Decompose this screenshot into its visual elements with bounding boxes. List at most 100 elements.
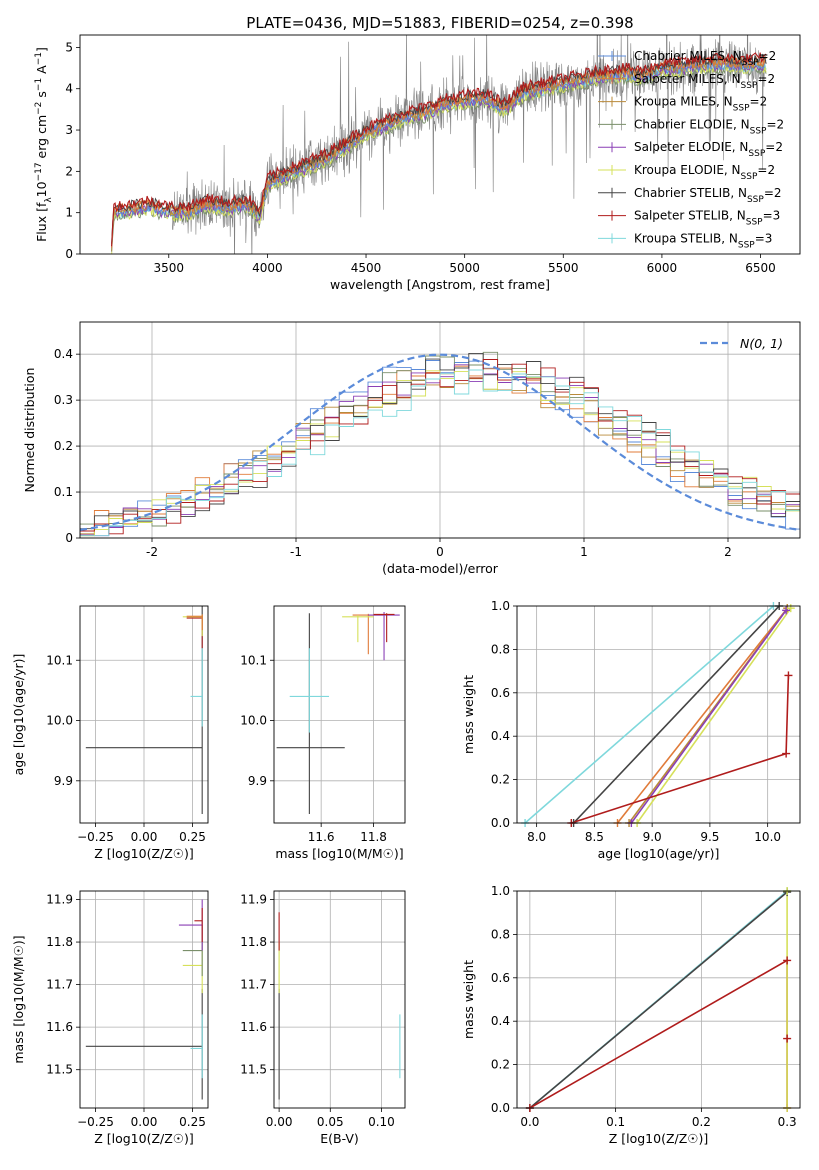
x-tick-label: 0.10	[368, 1115, 395, 1129]
x-tick-label: −0.25	[77, 1115, 114, 1129]
y-tick-label: 9.9	[248, 774, 267, 788]
histogram-chabrier-stelib	[80, 352, 800, 530]
axes-frame	[273, 605, 406, 824]
legend-entry: Kroupa ELODIE, NSSP=2	[634, 163, 775, 182]
legend-sub: SSP	[741, 81, 758, 91]
chart-title: PLATE=0436, MJD=51883, FIBERID=0254, z=0…	[246, 14, 633, 32]
x-tick-label: 1	[580, 545, 588, 559]
x-axis-label: wavelength [Angstrom, rest frame]	[330, 277, 550, 292]
x-tick-label: 0.00	[131, 1115, 158, 1129]
x-tick-label: 9.0	[643, 830, 662, 844]
x-axis-label: E(B-V)	[320, 1131, 359, 1146]
panel-residuals: -2 -1 0 1 2 0 0.1 0.2 0.3 0.4 (data-model)/error No…	[22, 321, 801, 576]
normal-curve	[80, 353, 800, 531]
x-tick-label: 0.3	[778, 1115, 797, 1129]
y-tick-label: 1	[65, 206, 73, 220]
x-tick-label: 0.25	[179, 1115, 206, 1129]
y-tick-label: 0	[65, 531, 73, 545]
y-tick-label: 9.9	[54, 774, 73, 788]
legend-entry: N(0, 1)	[740, 336, 783, 351]
legend-n: =2	[764, 186, 782, 200]
y-tick-label: 2	[65, 164, 73, 178]
legend-name: Chabrier MILES, N	[634, 49, 742, 63]
y-tick-label: 11.5	[46, 1063, 73, 1077]
y-tick-label: 0.0	[491, 816, 510, 830]
panel-age-vs-Z: −0.25 0.00 0.25 9.9 10.0 10.1 Z [log10(Z/Z☉)] a…	[11, 605, 209, 861]
x-tick-label: 9.5	[700, 830, 719, 844]
histogram-salpeter-stelib	[80, 359, 800, 535]
legend-name: Kroupa MILES, N	[634, 95, 733, 109]
y-axis-label: Flux [fλ10−17 erg cm−2 s−1 A−1]	[34, 47, 54, 242]
model-spectrum-salpeter-stelib	[111, 52, 767, 247]
y-tick-label: 11.9	[240, 893, 267, 907]
x-tick-label: 3500	[153, 261, 184, 275]
series-chabrier-stelib	[573, 606, 780, 823]
x-axis-label: mass [log10(M/M☉)]	[275, 846, 403, 861]
y-tick-label: 11.8	[46, 935, 73, 949]
legend-name: Kroupa ELODIE, N	[634, 163, 741, 177]
y-axis-label: Normed distribution	[22, 368, 37, 493]
panel-mass-vs-Z: −0.25 0.00 0.25 11.5 11.6 11.7 11.8 11.9 Z [log1…	[11, 890, 209, 1146]
label-part: −17	[34, 162, 44, 181]
y-tick-label: 0.8	[491, 927, 510, 941]
series-kroupa-stelib	[524, 606, 774, 823]
legend-sub: SSP	[738, 240, 755, 250]
y-tick-label: 10.1	[46, 653, 73, 667]
label-part: −1	[34, 78, 44, 91]
x-axis-label: Z [log10(Z/Z☉)]	[94, 1131, 194, 1146]
x-tick-label: 8.0	[527, 830, 546, 844]
y-axis-label: mass weight	[461, 960, 476, 1039]
x-tick-label: 0.05	[317, 1115, 344, 1129]
series-salpeter-stelib	[571, 675, 790, 823]
y-tick-label: 0.4	[491, 729, 510, 743]
legend-sub: SSP	[748, 149, 765, 159]
series-kroupa-elodie	[636, 607, 792, 823]
y-tick-label: 0.0	[491, 1101, 510, 1115]
x-tick-label: 0.2	[692, 1115, 711, 1129]
panel-mass-weight-vs-age: 8.0 8.5 9.0 9.5 10.0 0.0 0.2 0.4 0.6 0.8 1.0 age [l…	[461, 599, 801, 861]
plot-area-mass-vs-ebv	[274, 891, 405, 1108]
axes-frame	[516, 890, 801, 1109]
legend-n: =2	[759, 49, 777, 63]
y-tick-label: 0.4	[54, 347, 73, 361]
y-tick-label: 0.6	[491, 686, 510, 700]
axes-frame	[273, 890, 406, 1109]
x-tick-label: 0.1	[606, 1115, 625, 1129]
label-part: −2	[34, 102, 44, 115]
x-tick-label: 6500	[745, 261, 776, 275]
legend: N(0, 1)	[700, 336, 783, 351]
axes-frame	[79, 34, 801, 255]
legend-sub: SSP	[747, 195, 764, 205]
x-tick-label: 11.6	[308, 830, 335, 844]
x-tick-label: 0.0	[520, 1115, 539, 1129]
y-tick-label: 1.0	[491, 599, 510, 613]
x-tick-label: 0.00	[131, 830, 158, 844]
y-tick-label: 0.8	[491, 642, 510, 656]
legend-name: Chabrier ELODIE, N	[634, 117, 750, 131]
legend-n: =3	[763, 209, 781, 223]
y-tick-label: 10.0	[46, 714, 73, 728]
legend-n: =2	[757, 163, 775, 177]
y-tick-label: 0.2	[54, 439, 73, 453]
legend-n: =2	[757, 72, 775, 86]
x-tick-label: 4000	[252, 261, 283, 275]
x-tick-label: 0	[436, 545, 444, 559]
y-tick-label: 0.6	[491, 971, 510, 985]
legend-n: =2	[750, 95, 768, 109]
x-axis-label: (data-model)/error	[382, 561, 499, 576]
x-axis-label: age [log10(age/yr)]	[598, 846, 720, 861]
y-axis-label: age [log10(age/yr)]	[11, 654, 26, 776]
legend-sub: SSP	[750, 126, 767, 136]
y-tick-label: 0.4	[491, 1014, 510, 1028]
y-tick-label: 4	[65, 82, 73, 96]
x-axis-label: Z [log10(Z/Z☉)]	[94, 846, 194, 861]
y-tick-label: 0.1	[54, 485, 73, 499]
label-part: λ	[44, 197, 54, 203]
label-part: Flux [f	[34, 202, 49, 242]
x-tick-label: 10.0	[754, 830, 781, 844]
series-salpeter-elodie	[630, 609, 787, 823]
legend-entry: Salpeter STELIB, NSSP=3	[634, 209, 780, 228]
y-tick-label: 10.1	[240, 653, 267, 667]
y-tick-label: 5	[65, 40, 73, 54]
